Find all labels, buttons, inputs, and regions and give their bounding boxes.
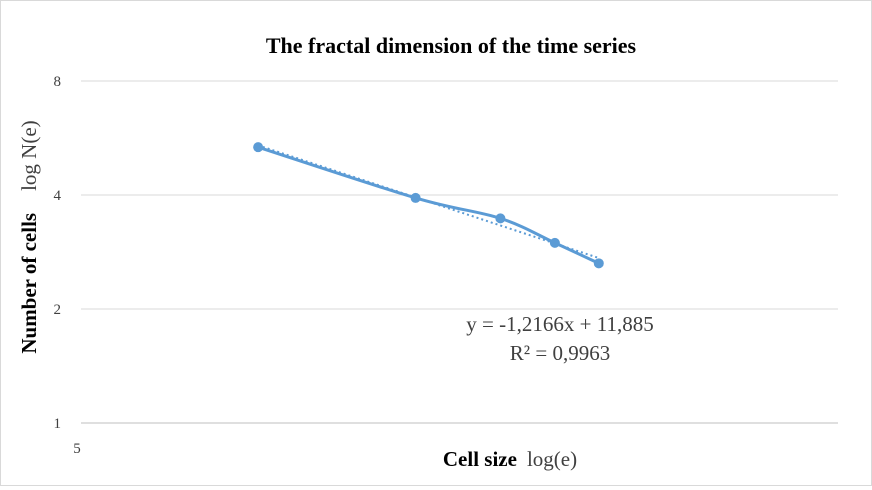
trendline-equation: y = -1,2166x + 11,885 [466,312,653,336]
data-point [410,192,421,203]
y-tick-label: 4 [54,188,62,204]
x-axis-label: Cell size log(e) [443,447,577,471]
r-squared-label: R² = 0,9963 [510,341,610,365]
y-axis-label-sub: log N(e) [17,120,41,191]
y-axis-label-main: Number of cells [17,213,41,354]
y-axis-label: Number of cells log N(e) [17,120,41,353]
x-axis-label-sub: log(e) [527,447,577,471]
data-point [593,258,604,269]
y-tick-label: 2 [54,302,62,318]
data-point [495,213,506,224]
series-line [257,145,600,265]
x-axis-label-main: Cell size [443,447,517,471]
y-tick-labels: 1 2 4 8 [54,74,62,432]
x-tick-label: 5 [73,441,81,457]
chart-title: The fractal dimension of the time series [266,33,637,58]
data-point [253,142,264,153]
y-tick-label: 8 [54,74,62,90]
x-tick-labels: 5 [73,441,81,457]
data-point [549,237,560,248]
y-tick-label: 1 [54,416,62,432]
gridlines [81,80,838,310]
data-points [253,142,604,269]
